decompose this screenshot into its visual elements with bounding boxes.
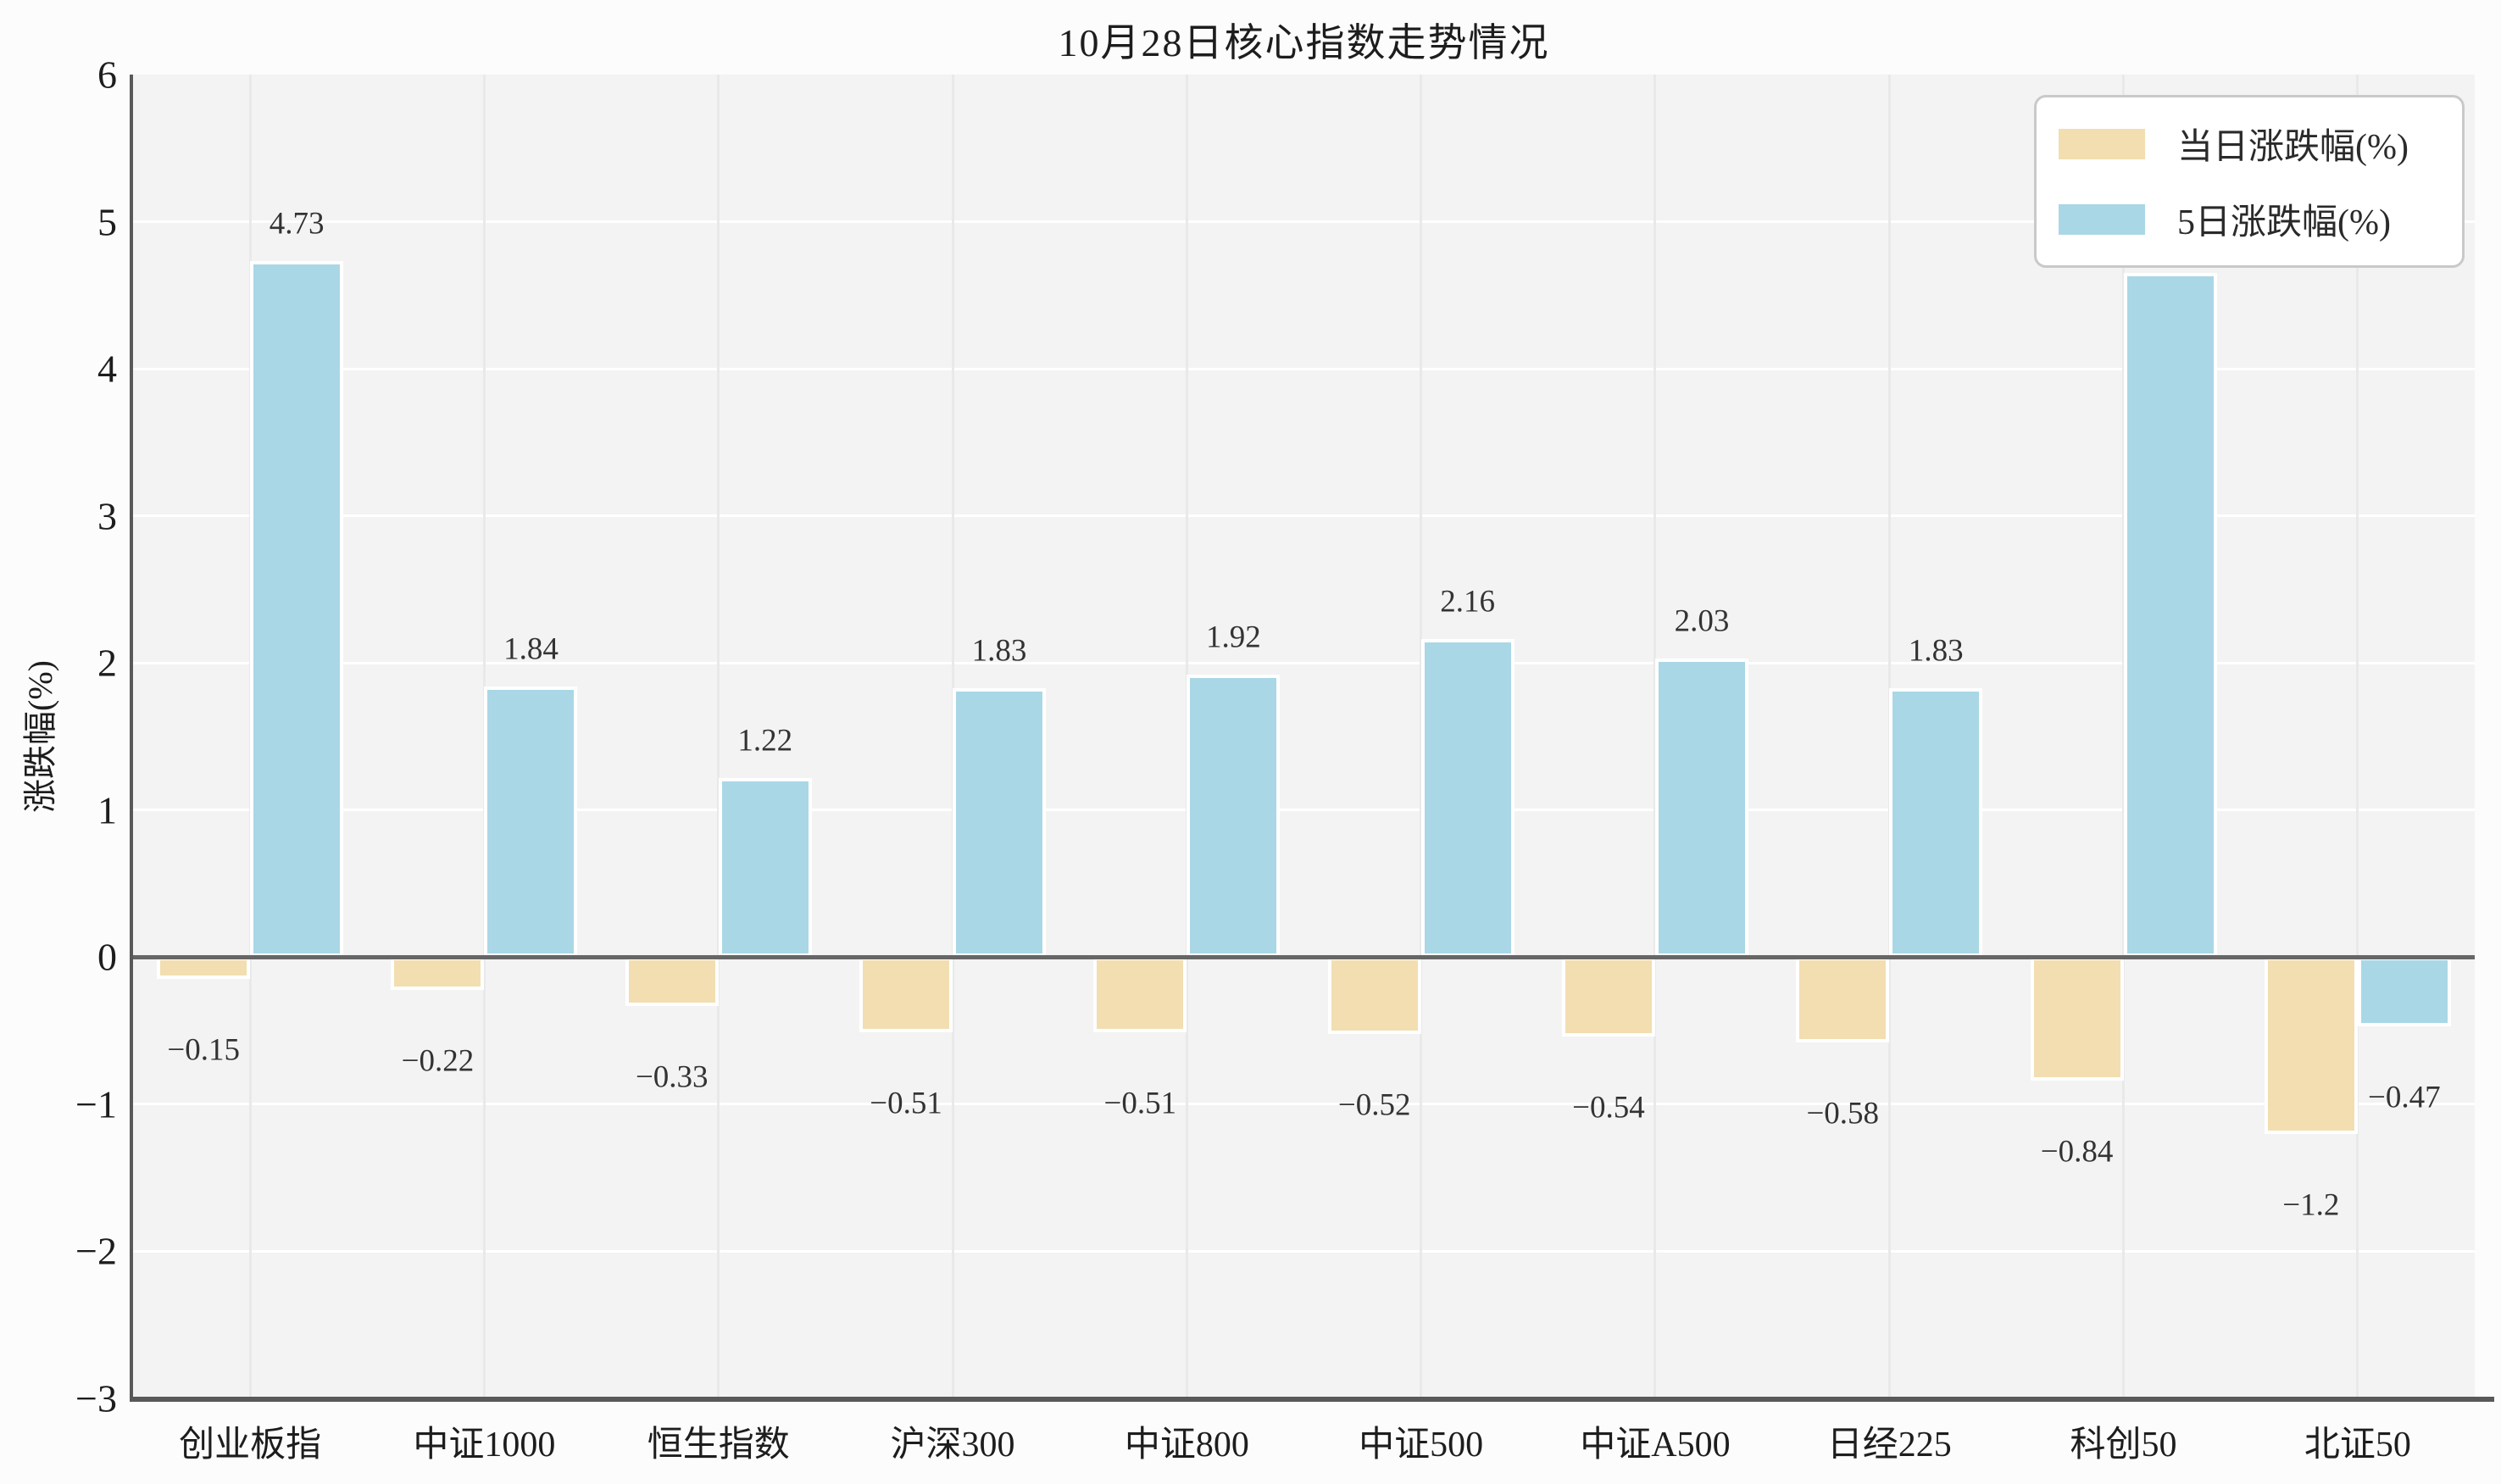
bar-daily-创业板指: [157, 957, 251, 980]
x-tick-label: 科创50: [2070, 1426, 2177, 1465]
y-tick-label: 0: [97, 935, 117, 979]
gridline-horizontal: [133, 661, 2475, 664]
value-label: 1.84: [503, 631, 559, 667]
x-tick-label: 中证A500: [1580, 1426, 1731, 1465]
y-tick-label: −3: [75, 1376, 117, 1420]
value-label: −0.58: [1806, 1096, 1880, 1131]
value-label: −0.51: [870, 1086, 942, 1121]
value-label: −0.47: [2368, 1080, 2441, 1115]
gridline-horizontal: [133, 1249, 2475, 1253]
bar-5day-恒生指数: [718, 777, 812, 958]
value-label: 2.03: [1674, 603, 1730, 639]
value-label: 4.73: [269, 206, 325, 242]
value-label: −0.33: [635, 1059, 709, 1095]
bar-5day-创业板指: [250, 261, 344, 958]
bar-daily-科创50: [2030, 957, 2124, 1081]
y-tick-label: −1: [75, 1082, 117, 1126]
value-label: 2.16: [1440, 584, 1496, 620]
y-tick-label: 3: [97, 494, 117, 538]
legend-swatch-daily: [2059, 128, 2145, 159]
value-label: −1.2: [2282, 1187, 2340, 1223]
value-label: 1.83: [1908, 633, 1964, 669]
value-label: −0.51: [1103, 1086, 1177, 1121]
bar-daily-沪深300: [859, 957, 953, 1032]
x-tick-label: 恒生指数: [647, 1426, 790, 1465]
gridline-horizontal: [133, 1103, 2475, 1106]
y-tick-label: 1: [97, 788, 117, 832]
y-tick-label: 2: [97, 641, 117, 685]
legend-label-daily: 当日涨跌幅(%): [2177, 128, 2409, 167]
bar-daily-中证1000: [391, 957, 485, 990]
x-tick-label: 创业板指: [179, 1426, 322, 1465]
bar-5day-中证1000: [484, 686, 578, 958]
x-tick-label: 北证50: [2304, 1426, 2411, 1465]
zero-line: [133, 954, 2475, 959]
x-tick-label: 沪深300: [890, 1426, 1015, 1465]
gridline-vertical: [2356, 75, 2359, 1398]
gridline-horizontal: [133, 367, 2475, 370]
bar-5day-中证A500: [1654, 659, 1748, 958]
value-label: −0.22: [401, 1043, 475, 1078]
y-tick-label: 5: [97, 200, 117, 244]
bar-daily-中证500: [1327, 957, 1421, 1034]
gridline-horizontal: [133, 809, 2475, 812]
x-tick-label: 中证800: [1124, 1426, 1249, 1465]
x-axis-spine: [130, 1397, 2494, 1402]
plot-area: −0.15 −0.22 −0.33 −0.51 −0.51 −0.52 −0.54 −0.58…: [133, 75, 2475, 1398]
bar-5day-中证500: [1420, 639, 1514, 958]
x-tick-label: 中证1000: [413, 1426, 556, 1465]
gridline-vertical: [717, 75, 720, 1398]
y-tick-label: −2: [75, 1229, 117, 1273]
bar-5day-中证800: [1187, 675, 1281, 958]
bar-5day-日经225: [1889, 687, 1983, 958]
bar-daily-中证A500: [1561, 957, 1655, 1037]
chart-title: 10月28日核心指数走势情况: [1058, 21, 1550, 64]
x-tick-label: 日经225: [1826, 1426, 1952, 1465]
legend-label-5day: 5日涨跌幅(%): [2177, 203, 2391, 242]
bar-daily-北证50: [2264, 957, 2358, 1134]
bar-daily-恒生指数: [625, 957, 719, 1006]
value-label: 1.92: [1205, 620, 1261, 655]
legend-swatch-5day: [2059, 203, 2145, 235]
y-tick-label: 6: [97, 53, 117, 97]
value-label: −0.54: [1572, 1090, 1645, 1126]
bar-daily-日经225: [1796, 957, 1890, 1042]
value-label: 1.83: [971, 633, 1027, 669]
value-label: 1.22: [737, 723, 793, 759]
legend-item-5day: 5日涨跌幅(%): [2059, 193, 2462, 245]
bar-daily-中证800: [1093, 957, 1187, 1032]
value-label: −0.15: [167, 1032, 240, 1068]
bar-5day-北证50: [2357, 957, 2451, 1026]
legend-item-daily: 当日涨跌幅(%): [2059, 118, 2462, 170]
bar-5day-科创50: [2123, 273, 2217, 958]
y-tick-label: 4: [97, 347, 117, 391]
x-tick-label: 中证500: [1359, 1426, 1484, 1465]
gridline-horizontal: [133, 220, 2475, 224]
bar-5day-沪深300: [953, 687, 1047, 958]
legend: 当日涨跌幅(%) 5日涨跌幅(%): [2034, 95, 2465, 268]
value-label: −0.84: [2040, 1134, 2114, 1170]
gridline-horizontal: [133, 514, 2475, 518]
value-label: −0.52: [1337, 1087, 1411, 1123]
y-axis-spine: [130, 75, 133, 1402]
